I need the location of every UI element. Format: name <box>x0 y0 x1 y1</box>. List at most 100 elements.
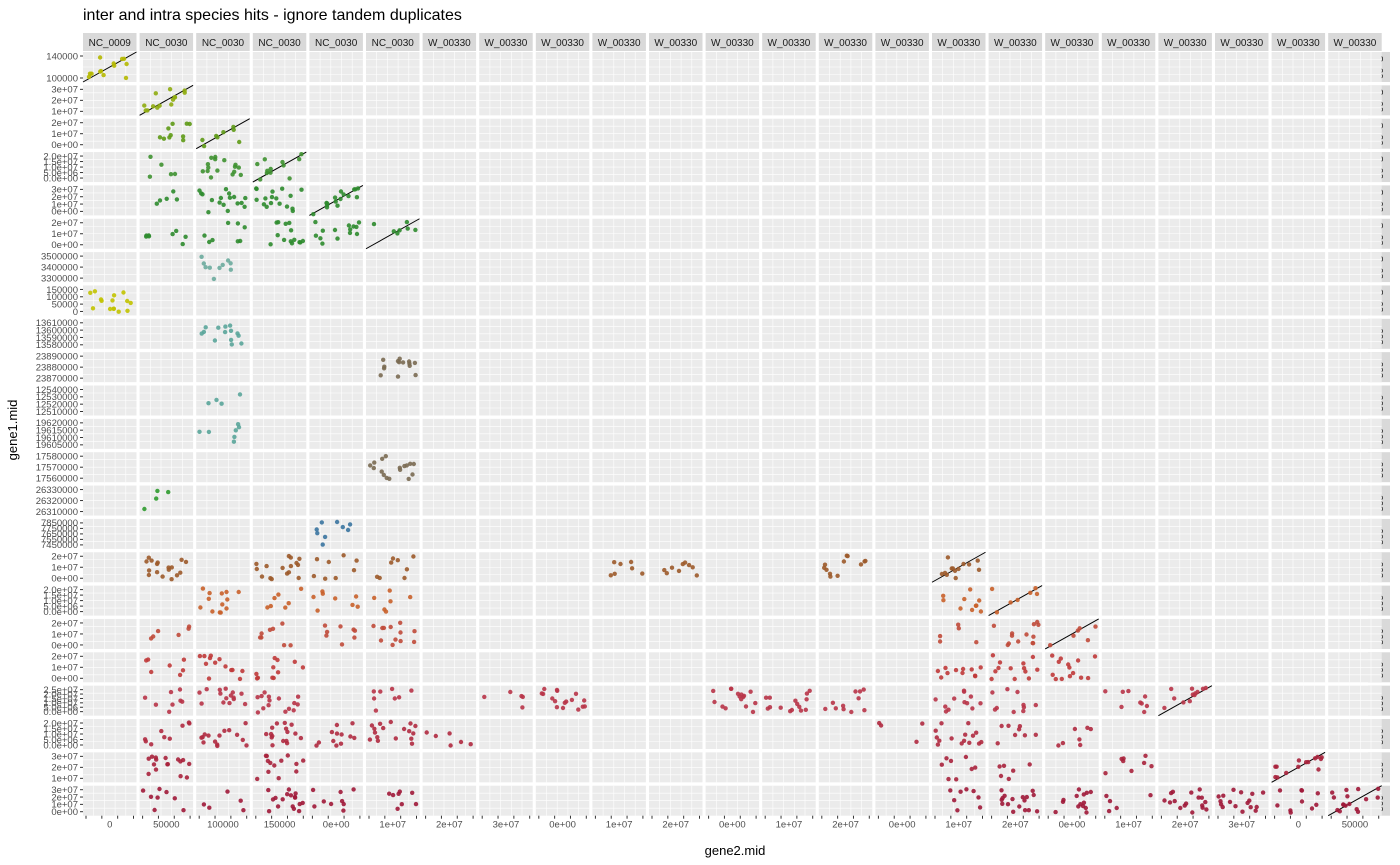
data-point <box>121 290 125 294</box>
data-point <box>202 144 206 148</box>
data-point <box>112 293 116 297</box>
data-point <box>226 258 230 262</box>
data-point <box>110 298 114 302</box>
data-point <box>398 621 402 625</box>
data-point <box>297 576 301 580</box>
data-point <box>226 209 230 213</box>
data-point <box>1024 632 1028 636</box>
data-point <box>299 152 303 156</box>
data-point <box>979 609 983 613</box>
data-point <box>287 601 291 605</box>
data-point <box>379 373 383 377</box>
data-point <box>209 156 213 160</box>
data-point <box>1086 638 1090 642</box>
data-point <box>215 135 219 139</box>
y-tick-label: 1e+07 <box>51 774 78 785</box>
data-point <box>354 558 358 562</box>
data-point <box>198 605 202 609</box>
data-point <box>229 329 233 333</box>
data-point <box>129 301 133 305</box>
data-point <box>407 477 411 481</box>
data-point <box>181 134 185 138</box>
data-point <box>184 560 188 564</box>
data-point <box>321 542 325 546</box>
data-point <box>181 668 185 672</box>
data-point <box>218 610 222 614</box>
data-point <box>325 205 329 209</box>
data-point <box>347 223 351 227</box>
data-point <box>1015 598 1019 602</box>
y-tick-label: 1e+07 <box>51 129 78 140</box>
data-point <box>287 554 291 558</box>
y-tick-label: 1e+07 <box>51 563 78 574</box>
data-point <box>243 196 247 200</box>
data-point <box>352 635 356 639</box>
data-point <box>217 657 221 661</box>
data-point <box>389 625 393 629</box>
data-point <box>224 606 228 610</box>
column-strip-label: NC_0030 <box>372 38 415 49</box>
data-point <box>297 157 301 161</box>
data-point <box>640 571 644 575</box>
y-tick-label: 2e+07 <box>51 96 78 107</box>
data-point <box>223 664 227 668</box>
data-point <box>391 556 395 560</box>
data-point <box>389 560 393 564</box>
data-point <box>124 76 128 80</box>
data-point <box>681 562 685 566</box>
column-strip-label: NC_0030 <box>258 38 301 49</box>
data-point <box>254 187 258 191</box>
data-point <box>220 591 224 595</box>
data-point <box>372 222 376 226</box>
data-point <box>202 233 206 237</box>
data-point <box>155 202 159 206</box>
column-strip-label: W_00330 <box>598 38 641 49</box>
data-point <box>408 595 412 599</box>
data-point <box>154 91 158 95</box>
data-point <box>355 195 359 199</box>
data-point <box>371 624 375 628</box>
data-point <box>282 238 286 242</box>
column-strip-label: W_00330 <box>1277 38 1320 49</box>
data-point <box>201 586 205 590</box>
y-tick-label: 2e+07 <box>51 552 78 563</box>
data-point <box>352 187 356 191</box>
data-point <box>407 361 411 365</box>
data-point <box>323 577 327 581</box>
data-point <box>149 670 153 674</box>
data-point <box>200 331 204 335</box>
data-point <box>168 663 172 667</box>
data-point <box>197 430 201 434</box>
data-point <box>162 137 166 141</box>
data-point <box>348 522 352 526</box>
y-tick-label: 0e+00 <box>51 140 78 151</box>
data-point <box>323 535 327 539</box>
data-point <box>268 242 272 246</box>
data-point <box>221 263 225 267</box>
data-point <box>263 196 267 200</box>
data-point <box>413 373 417 377</box>
data-point <box>945 573 949 577</box>
y-tick-label: 140000 <box>46 51 78 62</box>
data-point <box>379 638 383 642</box>
data-point <box>296 563 300 567</box>
y-tick-label: 1e+07 <box>51 229 78 240</box>
data-point <box>412 462 416 466</box>
data-point <box>321 229 325 233</box>
data-point <box>665 571 669 575</box>
data-point <box>315 557 319 561</box>
data-point <box>954 576 958 580</box>
data-point <box>339 189 343 193</box>
data-point <box>155 489 159 493</box>
data-point <box>335 520 339 524</box>
data-point <box>227 191 231 195</box>
data-point <box>237 140 241 144</box>
y-tick-label: 1e+07 <box>51 629 78 640</box>
y-tick-label: 2e+07 <box>51 618 78 629</box>
data-point <box>178 571 182 575</box>
data-point <box>216 326 220 330</box>
data-point <box>99 299 103 303</box>
column-strip-label: W_00330 <box>881 38 924 49</box>
y-tick-label: 0.0e+00 <box>43 173 78 184</box>
